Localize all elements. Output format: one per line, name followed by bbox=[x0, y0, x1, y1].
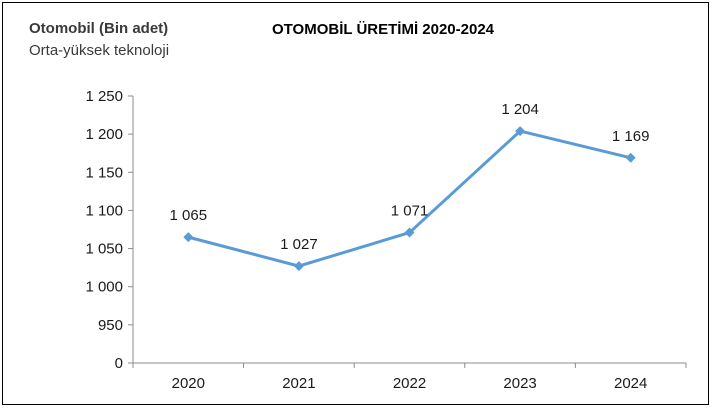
y-tick-label: 950 bbox=[98, 317, 123, 334]
chart-frame bbox=[2, 2, 709, 405]
x-tick-label: 2021 bbox=[282, 375, 315, 392]
y-tick-label: 1 100 bbox=[85, 202, 123, 219]
y-axis-unit-title: Otomobil (Bin adet) bbox=[29, 20, 169, 37]
x-tick-label: 2024 bbox=[614, 375, 647, 392]
data-label: 1 071 bbox=[391, 203, 429, 220]
series-line bbox=[187, 129, 632, 268]
x-tick-label: 2022 bbox=[393, 375, 426, 392]
data-label: 1 027 bbox=[280, 236, 318, 253]
y-tick-label: 1 050 bbox=[85, 241, 123, 258]
chart-title: OTOMOBİL ÜRETİMİ 2020-2024 bbox=[272, 21, 495, 38]
data-point-marker bbox=[293, 261, 304, 272]
y-tick-label: 1 150 bbox=[85, 164, 123, 181]
data-label: 1 204 bbox=[501, 101, 539, 118]
y-axis-unit-subtitle: Orta-yüksek teknoloji bbox=[29, 42, 170, 59]
data-point-marker bbox=[625, 152, 636, 163]
x-tick-label: 2023 bbox=[503, 375, 536, 392]
data-point-marker bbox=[183, 232, 194, 243]
data-point-marker bbox=[515, 126, 526, 137]
y-tick-label: 0 bbox=[115, 355, 123, 372]
data-point-marker bbox=[404, 227, 415, 238]
y-tick-label: 1 250 bbox=[85, 88, 123, 105]
y-tick-label: 1 000 bbox=[85, 279, 123, 296]
data-label: 1 169 bbox=[612, 128, 650, 145]
y-tick-label: 1 200 bbox=[85, 126, 123, 143]
x-tick-label: 2020 bbox=[172, 375, 205, 392]
data-label: 1 065 bbox=[170, 207, 208, 224]
